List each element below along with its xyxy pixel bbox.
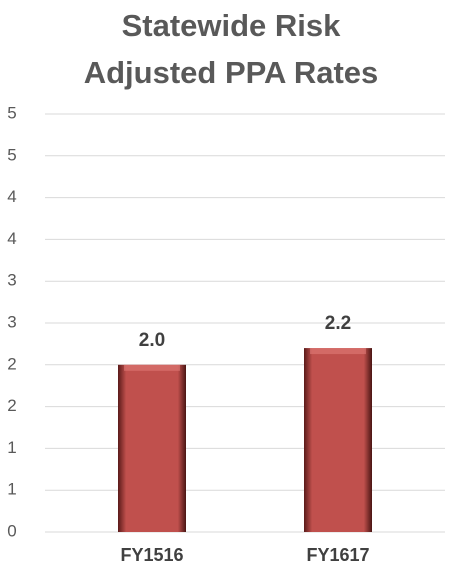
- bar: [118, 364, 186, 532]
- y-tick-label: 2: [7, 396, 16, 415]
- value-label: 2.2: [325, 313, 351, 334]
- chart-title: Statewide Risk Adjusted PPA Rates: [83, 8, 379, 90]
- bar-bevel: [310, 348, 366, 355]
- value-label: 2.0: [139, 330, 165, 351]
- x-tick-label: FY1617: [306, 545, 369, 565]
- y-tick-label: 2: [7, 354, 16, 373]
- y-tick-label: 4: [7, 187, 16, 206]
- x-tick-label: FY1516: [120, 545, 183, 565]
- y-tick-label: 1: [7, 438, 16, 457]
- y-tick-label: 5: [7, 145, 16, 164]
- y-tick-label: 1: [7, 480, 16, 499]
- bar: [304, 348, 372, 532]
- y-tick-label: 5: [7, 103, 16, 122]
- y-tick-label: 0: [7, 521, 16, 540]
- y-tick-label: 4: [7, 229, 16, 248]
- y-tick-label: 3: [7, 312, 16, 331]
- y-tick-label: 3: [7, 271, 16, 290]
- bar-bevel: [124, 364, 180, 371]
